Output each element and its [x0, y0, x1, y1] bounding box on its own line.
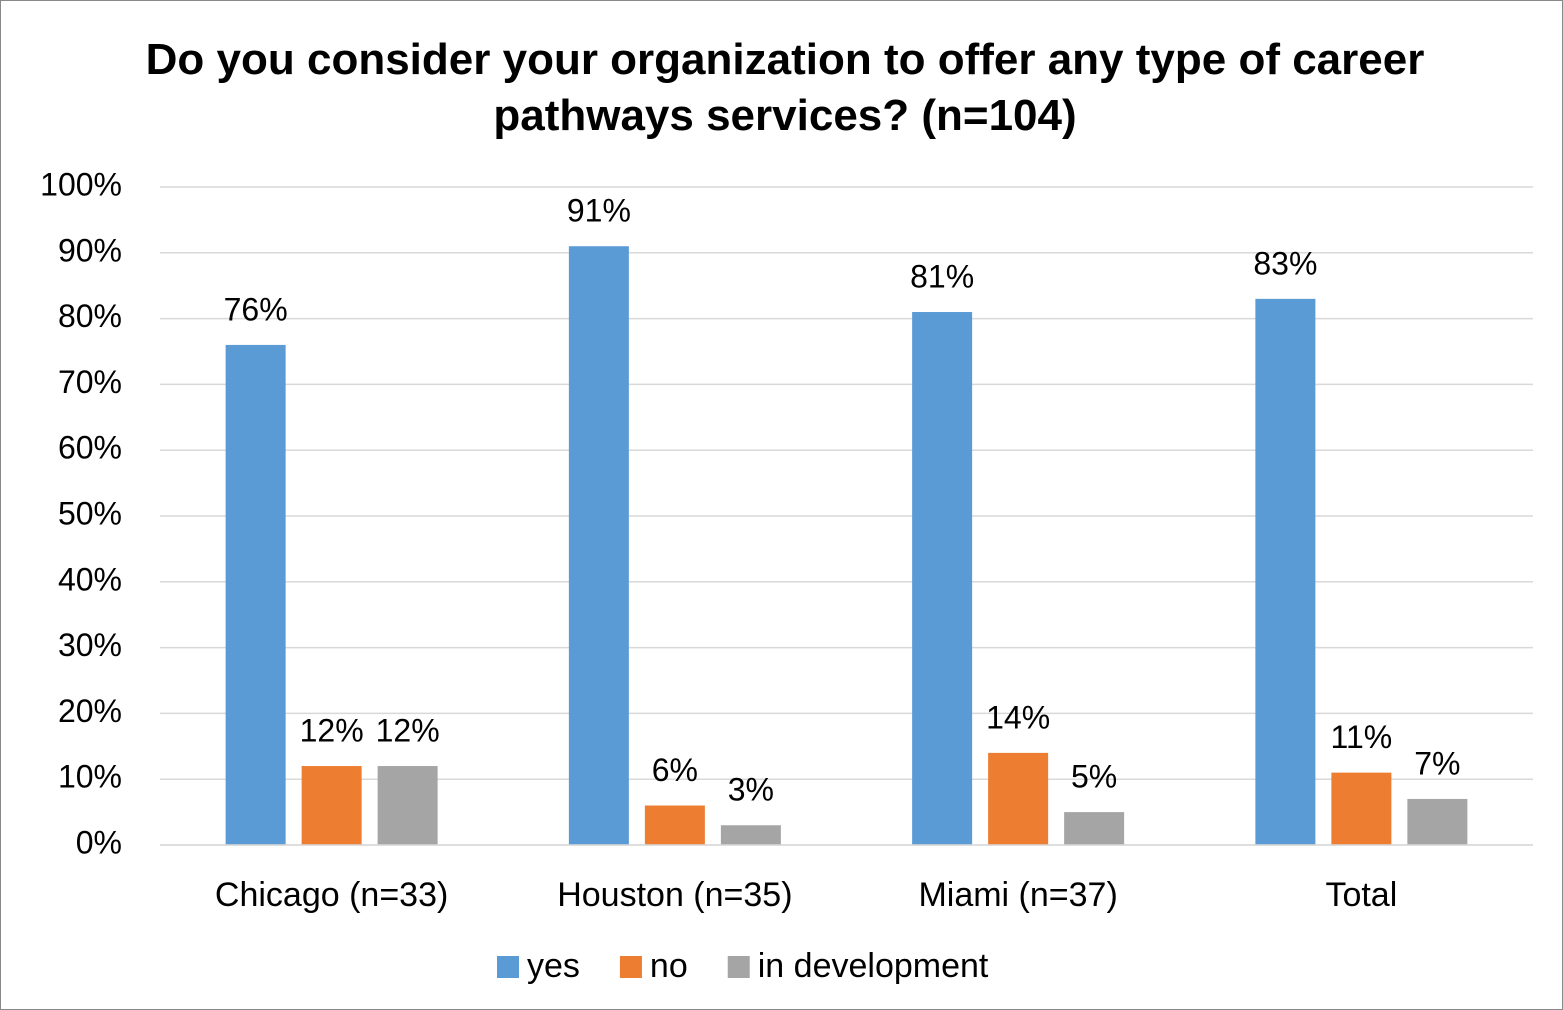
- x-tick-label: Chicago (n=33): [215, 876, 448, 914]
- data-label: 6%: [652, 752, 698, 788]
- y-tick-label: 70%: [58, 364, 122, 400]
- y-tick-label: 100%: [40, 166, 122, 202]
- y-tick-label: 90%: [58, 232, 122, 268]
- data-label: 14%: [986, 699, 1050, 735]
- chart-title: Do you consider your organization to off…: [145, 35, 1425, 140]
- x-tick-label: Houston (n=35): [557, 876, 792, 914]
- bar: [644, 805, 705, 845]
- legend-swatch: [619, 956, 642, 978]
- data-label: 5%: [1071, 759, 1117, 795]
- bar: [912, 312, 973, 845]
- legend-label: in development: [758, 947, 989, 985]
- bar: [568, 246, 629, 846]
- legend-swatch: [727, 956, 750, 978]
- y-tick-label: 30%: [58, 627, 122, 663]
- legend-label: no: [650, 947, 688, 985]
- data-label: 12%: [376, 712, 440, 748]
- data-label: 7%: [1414, 745, 1460, 781]
- data-label: 83%: [1253, 245, 1317, 281]
- y-tick-label: 60%: [58, 430, 122, 466]
- bar: [1331, 772, 1392, 845]
- data-label: 3%: [728, 772, 774, 808]
- y-tick-label: 0%: [76, 824, 122, 860]
- bar: [1407, 798, 1468, 845]
- legend-label: yes: [527, 947, 580, 985]
- data-label: 76%: [224, 291, 288, 327]
- y-tick-label: 10%: [58, 759, 122, 795]
- data-label: 91%: [567, 193, 631, 229]
- bar: [1255, 298, 1316, 845]
- bar: [720, 825, 781, 845]
- bar: [301, 766, 362, 845]
- data-label: 81%: [910, 258, 974, 294]
- y-tick-label: 50%: [58, 495, 122, 531]
- y-tick-label: 40%: [58, 561, 122, 597]
- x-tick-label: Miami (n=37): [918, 876, 1117, 914]
- y-tick-label: 80%: [58, 298, 122, 334]
- bar: [225, 344, 286, 845]
- data-label: 11%: [1331, 719, 1393, 755]
- bar: [377, 766, 438, 845]
- bar: [1064, 812, 1125, 845]
- y-tick-label: 20%: [58, 693, 122, 729]
- bar: [988, 752, 1049, 845]
- legend-swatch: [497, 956, 519, 978]
- data-label: 12%: [300, 712, 364, 748]
- x-tick-label: Total: [1325, 876, 1397, 914]
